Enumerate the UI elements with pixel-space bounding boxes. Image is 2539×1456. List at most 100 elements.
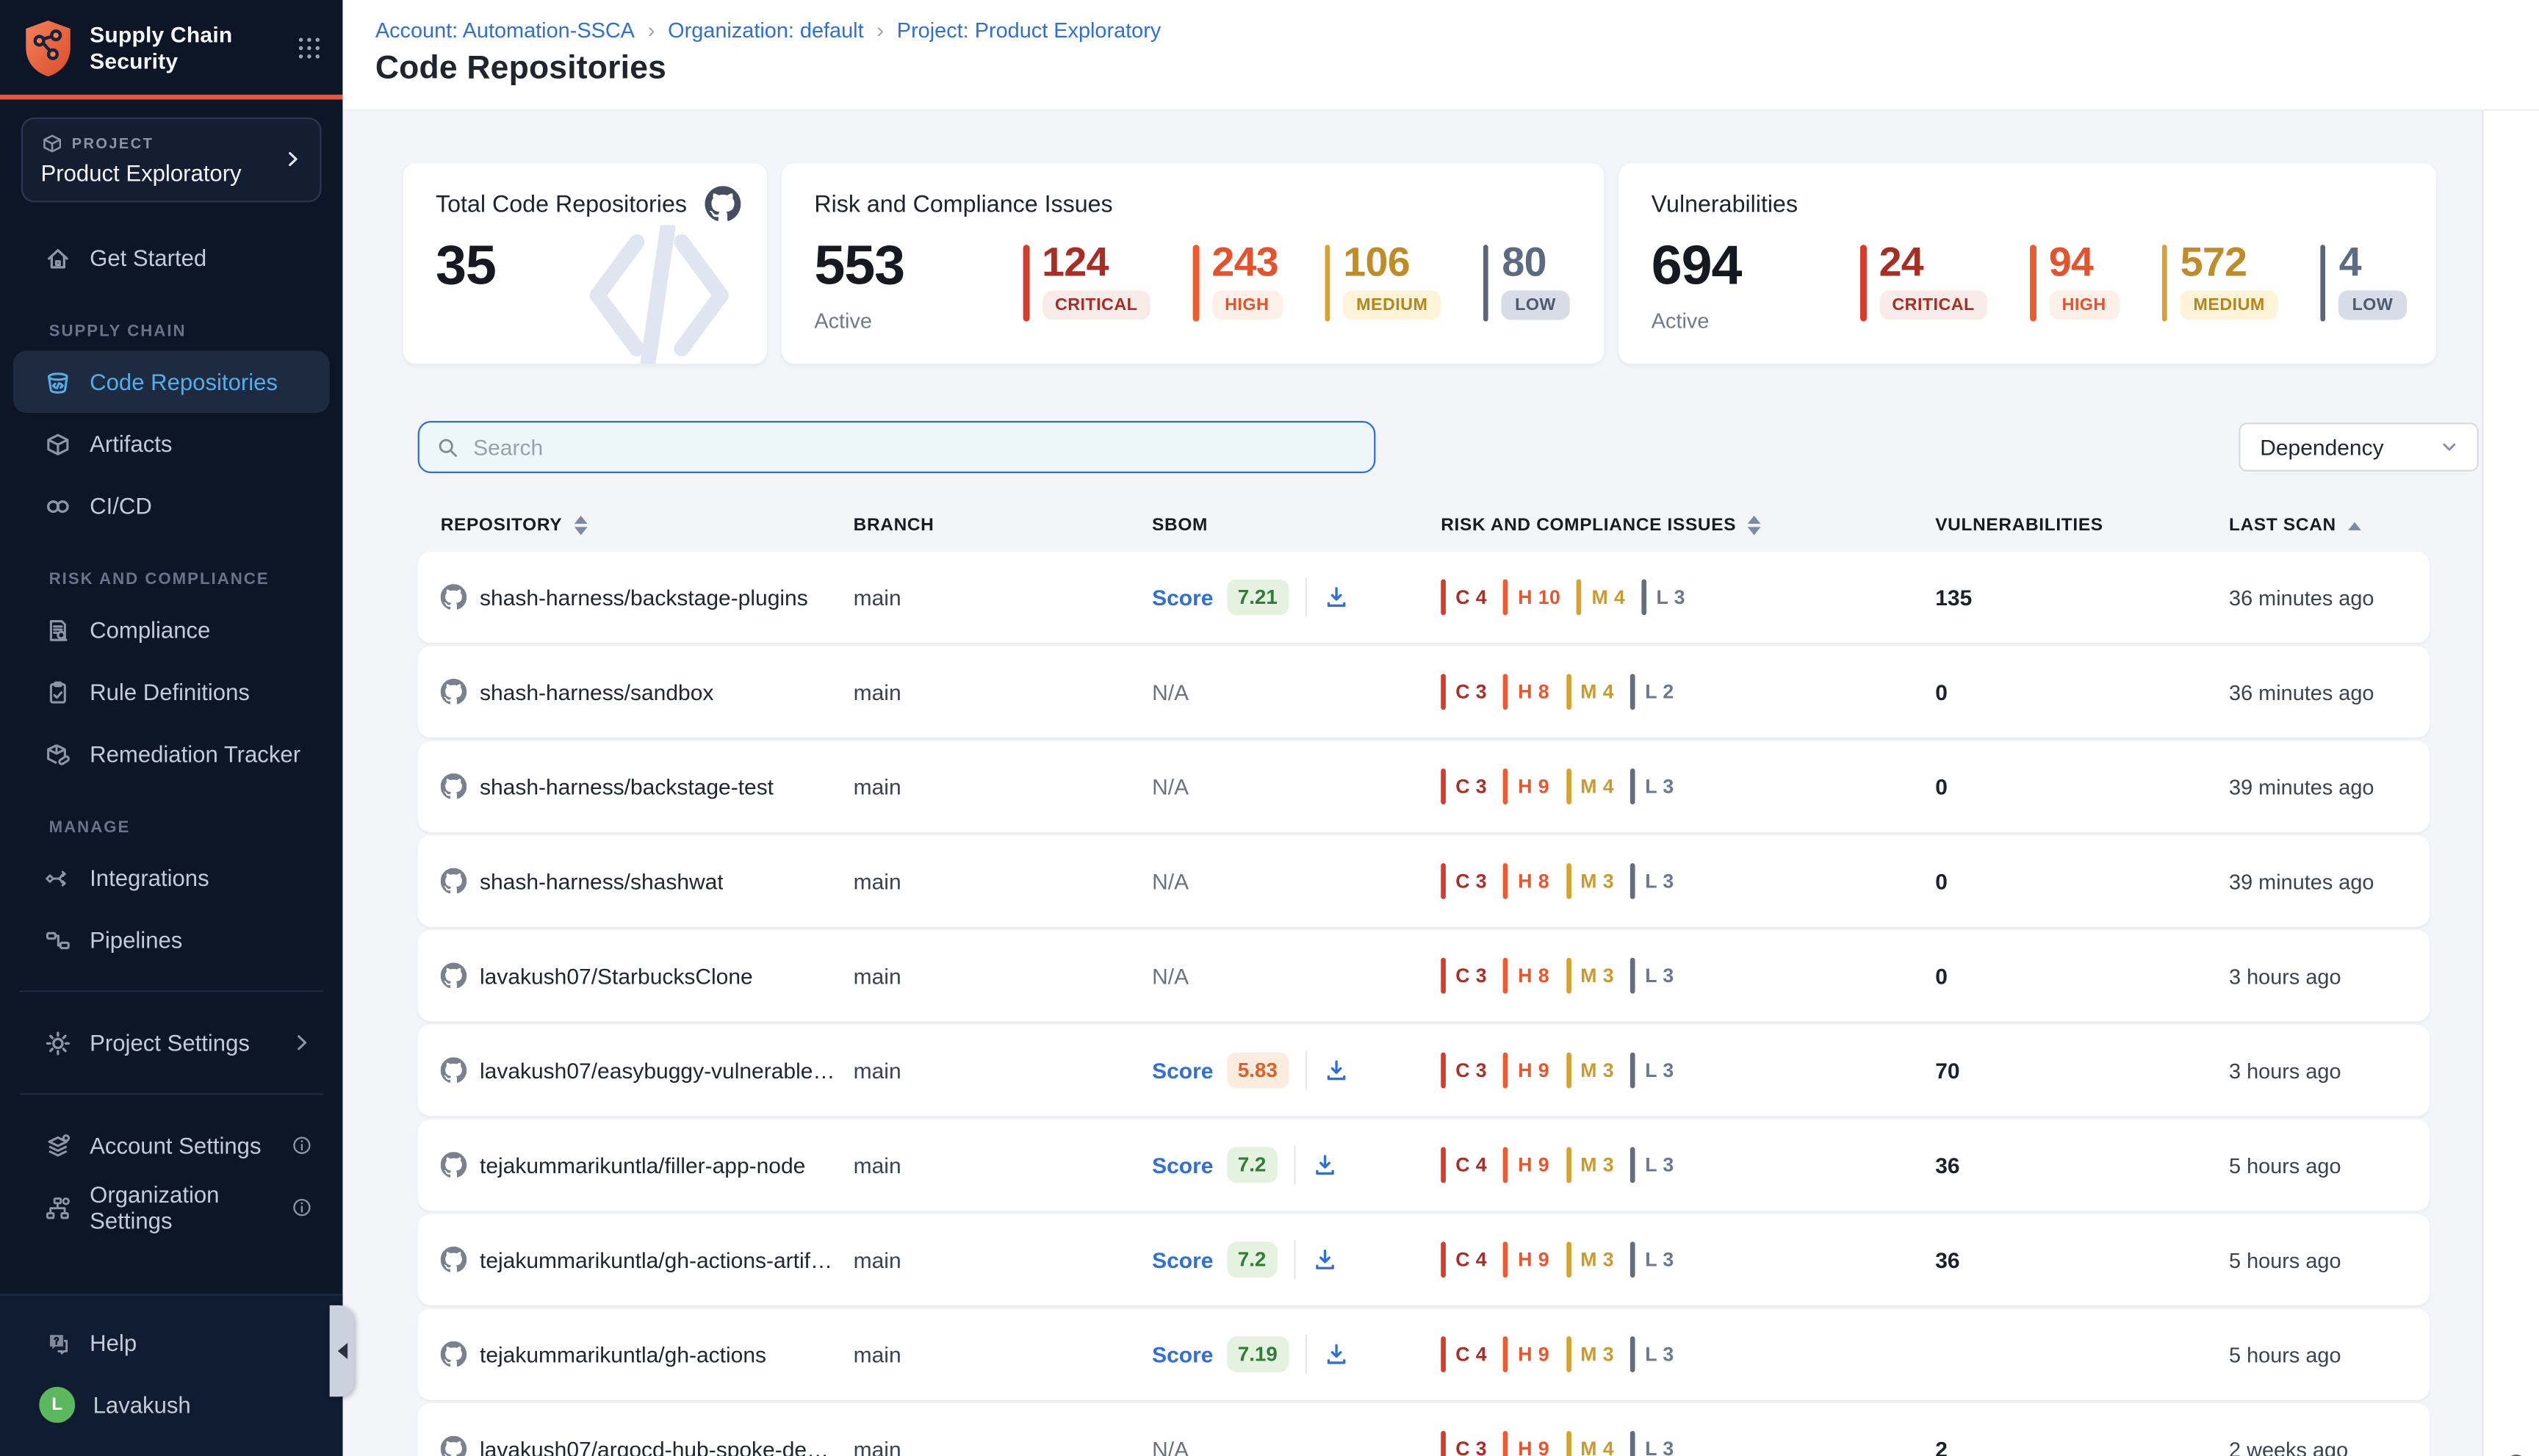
- severity-stat: 572 MEDIUM: [2161, 241, 2278, 333]
- branch-cell: main: [853, 1341, 901, 1367]
- last-scan-cell: 3 hours ago: [2229, 1058, 2341, 1083]
- sidebar-item-remediation-tracker[interactable]: Remediation Tracker: [13, 723, 330, 785]
- repository-name[interactable]: lavakush07/StarbucksClone: [480, 963, 753, 988]
- vulnerabilities-cell: 36: [1935, 1247, 1960, 1272]
- table-row[interactable]: tejakummarikuntla/gh-actions main Score …: [417, 1308, 2430, 1400]
- column-repository[interactable]: REPOSITORY: [441, 515, 854, 536]
- repository-name[interactable]: lavakush07/easybuggy-vulnerable-app...: [480, 1058, 838, 1083]
- sbom-score-label: Score: [1152, 1247, 1214, 1272]
- download-sbom-icon[interactable]: [1323, 1341, 1350, 1368]
- severity-stat: 124 CRITICAL: [1023, 241, 1151, 333]
- chevron-right-icon: [298, 1035, 307, 1050]
- branch-cell: main: [853, 774, 901, 799]
- sidebar-item-pipelines[interactable]: Pipelines: [13, 909, 330, 970]
- info-icon[interactable]: [290, 1196, 313, 1219]
- sidebar-item-code-repositories[interactable]: Code Repositories: [12, 350, 330, 413]
- table-row[interactable]: tejakummarikuntla/gh-actions-artifacts m…: [417, 1214, 2430, 1305]
- sort-icon[interactable]: [1747, 515, 1761, 536]
- table-row[interactable]: shash-harness/backstage-plugins main Sco…: [417, 551, 2430, 644]
- low-badge: L 3: [1630, 1147, 1674, 1183]
- risk-badges: C 3 H 9 M 3 L 3: [1441, 1052, 1935, 1089]
- table-row[interactable]: shash-harness/backstage-test main N/A C …: [417, 740, 2430, 832]
- medium-count: M 3: [1580, 1342, 1615, 1366]
- download-sbom-icon[interactable]: [1312, 1247, 1339, 1273]
- user-menu[interactable]: L Lavakush: [13, 1374, 330, 1435]
- low-badge: L 3: [1630, 1241, 1674, 1278]
- project-selector[interactable]: PROJECT Product Exploratory: [21, 117, 322, 203]
- sidebar-item-cicd[interactable]: CI/CD: [13, 475, 330, 536]
- table-row[interactable]: shash-harness/shashwat main N/A C 3 H 8 …: [417, 835, 2430, 927]
- sidebar-item-organization-settings[interactable]: Organization Settings: [13, 1176, 330, 1238]
- table-row[interactable]: tejakummarikuntla/filler-app-node main S…: [417, 1119, 2430, 1211]
- download-sbom-icon[interactable]: [1323, 584, 1350, 610]
- repository-name[interactable]: shash-harness/sandbox: [480, 680, 714, 704]
- sidebar-item-compliance[interactable]: Compliance: [13, 599, 330, 660]
- breadcrumb-project-link[interactable]: Project: Product Exploratory: [896, 18, 1162, 43]
- sbom-cell: Score 5.83: [1152, 1050, 1441, 1090]
- sidebar-item-label: Get Started: [90, 245, 207, 271]
- download-sbom-icon[interactable]: [1312, 1152, 1339, 1178]
- critical-badge: C 4: [1441, 1336, 1487, 1372]
- low-badge: L 3: [1630, 957, 1674, 994]
- sbom-cell: Score 7.2: [1152, 1145, 1441, 1185]
- repository-name[interactable]: shash-harness/backstage-plugins: [480, 585, 808, 610]
- sidebar-item-project-settings[interactable]: Project Settings: [13, 1012, 330, 1073]
- sidebar-collapse-handle[interactable]: [329, 1305, 354, 1397]
- dependency-filter-select[interactable]: Dependency: [2239, 422, 2479, 472]
- repository-name[interactable]: tejakummarikuntla/gh-actions: [480, 1341, 767, 1367]
- repository-name[interactable]: tejakummarikuntla/filler-app-node: [480, 1153, 806, 1178]
- severity-stat: 106 MEDIUM: [1324, 241, 1441, 333]
- info-icon[interactable]: [290, 1134, 313, 1157]
- risk-badges: C 3 H 8 M 4 L 2: [1441, 674, 1935, 710]
- medium-count: M 3: [1580, 1248, 1615, 1272]
- support-chat-icon[interactable]: [2495, 1451, 2529, 1456]
- sbom-score-label: Score: [1152, 1153, 1214, 1178]
- risk-badges: C 3 H 8 M 3 L 3: [1441, 862, 1935, 899]
- search-box: [417, 421, 1376, 474]
- severity-count: 4: [2338, 239, 2362, 286]
- sidebar-item-integrations[interactable]: Integrations: [13, 847, 330, 909]
- repository-name[interactable]: tejakummarikuntla/gh-actions-artifacts: [480, 1247, 838, 1272]
- sidebar: Supply Chain Security PROJECT Product Ex…: [0, 0, 343, 1456]
- critical-count: C 3: [1455, 775, 1488, 799]
- last-scan-cell: 39 minutes ago: [2229, 868, 2374, 894]
- repository-name[interactable]: shash-harness/backstage-test: [480, 774, 774, 799]
- table-row[interactable]: lavakush07/StarbucksClone main N/A C 3 H…: [417, 930, 2430, 1022]
- search-icon: [439, 438, 457, 456]
- column-risk-compliance[interactable]: RISK AND COMPLIANCE ISSUES: [1441, 515, 1935, 536]
- severity-bar: [1192, 245, 1199, 322]
- critical-count: C 3: [1455, 680, 1488, 704]
- download-sbom-icon[interactable]: [1323, 1057, 1350, 1084]
- search-input[interactable]: [473, 434, 1358, 460]
- sort-icon[interactable]: [573, 515, 587, 536]
- active-label: Active: [814, 308, 872, 334]
- table-row[interactable]: lavakush07/easybuggy-vulnerable-app... m…: [417, 1024, 2430, 1117]
- sidebar-item-artifacts[interactable]: Artifacts: [13, 413, 330, 475]
- column-last-scan[interactable]: LAST SCAN: [2229, 516, 2430, 536]
- page-header: Account: Automation-SSCA › Organization:…: [342, 0, 2539, 112]
- repository-name[interactable]: lavakush07/argocd-hub-spoke-demo: [480, 1436, 838, 1456]
- severity-stat: 94 HIGH: [2030, 241, 2120, 333]
- table-row[interactable]: shash-harness/sandbox main N/A C 3 H 8 M…: [417, 646, 2430, 738]
- critical-badge: C 3: [1441, 862, 1487, 899]
- severity-bar: [1483, 245, 1489, 322]
- gear-icon: [46, 1031, 70, 1055]
- module-grid-icon[interactable]: [295, 35, 323, 62]
- breadcrumb-account-link[interactable]: Account: Automation-SSCA: [375, 18, 635, 43]
- breadcrumb-organization-link[interactable]: Organization: default: [668, 18, 864, 43]
- sidebar-item-account-settings[interactable]: Account Settings: [13, 1114, 330, 1176]
- repository-name[interactable]: shash-harness/shashwat: [480, 868, 724, 894]
- medium-badge: M 3: [1566, 862, 1614, 899]
- severity-bar: [2030, 245, 2036, 322]
- low-badge: L 2: [1630, 674, 1674, 710]
- table-row[interactable]: lavakush07/argocd-hub-spoke-demo main N/…: [417, 1403, 2430, 1456]
- sbom-cell: Score 7.19: [1152, 1334, 1441, 1374]
- layers-gear-icon: [48, 1134, 71, 1156]
- critical-badge: C 4: [1441, 1241, 1487, 1278]
- sidebar-item-help[interactable]: Help: [13, 1312, 330, 1374]
- main-content: Account: Automation-SSCA › Organization:…: [342, 0, 2539, 1456]
- sidebar-item-rule-definitions[interactable]: Rule Definitions: [13, 661, 330, 723]
- low-count: L 2: [1645, 680, 1674, 704]
- branch-cell: main: [853, 963, 901, 988]
- sidebar-item-get-started[interactable]: Get Started: [13, 227, 330, 289]
